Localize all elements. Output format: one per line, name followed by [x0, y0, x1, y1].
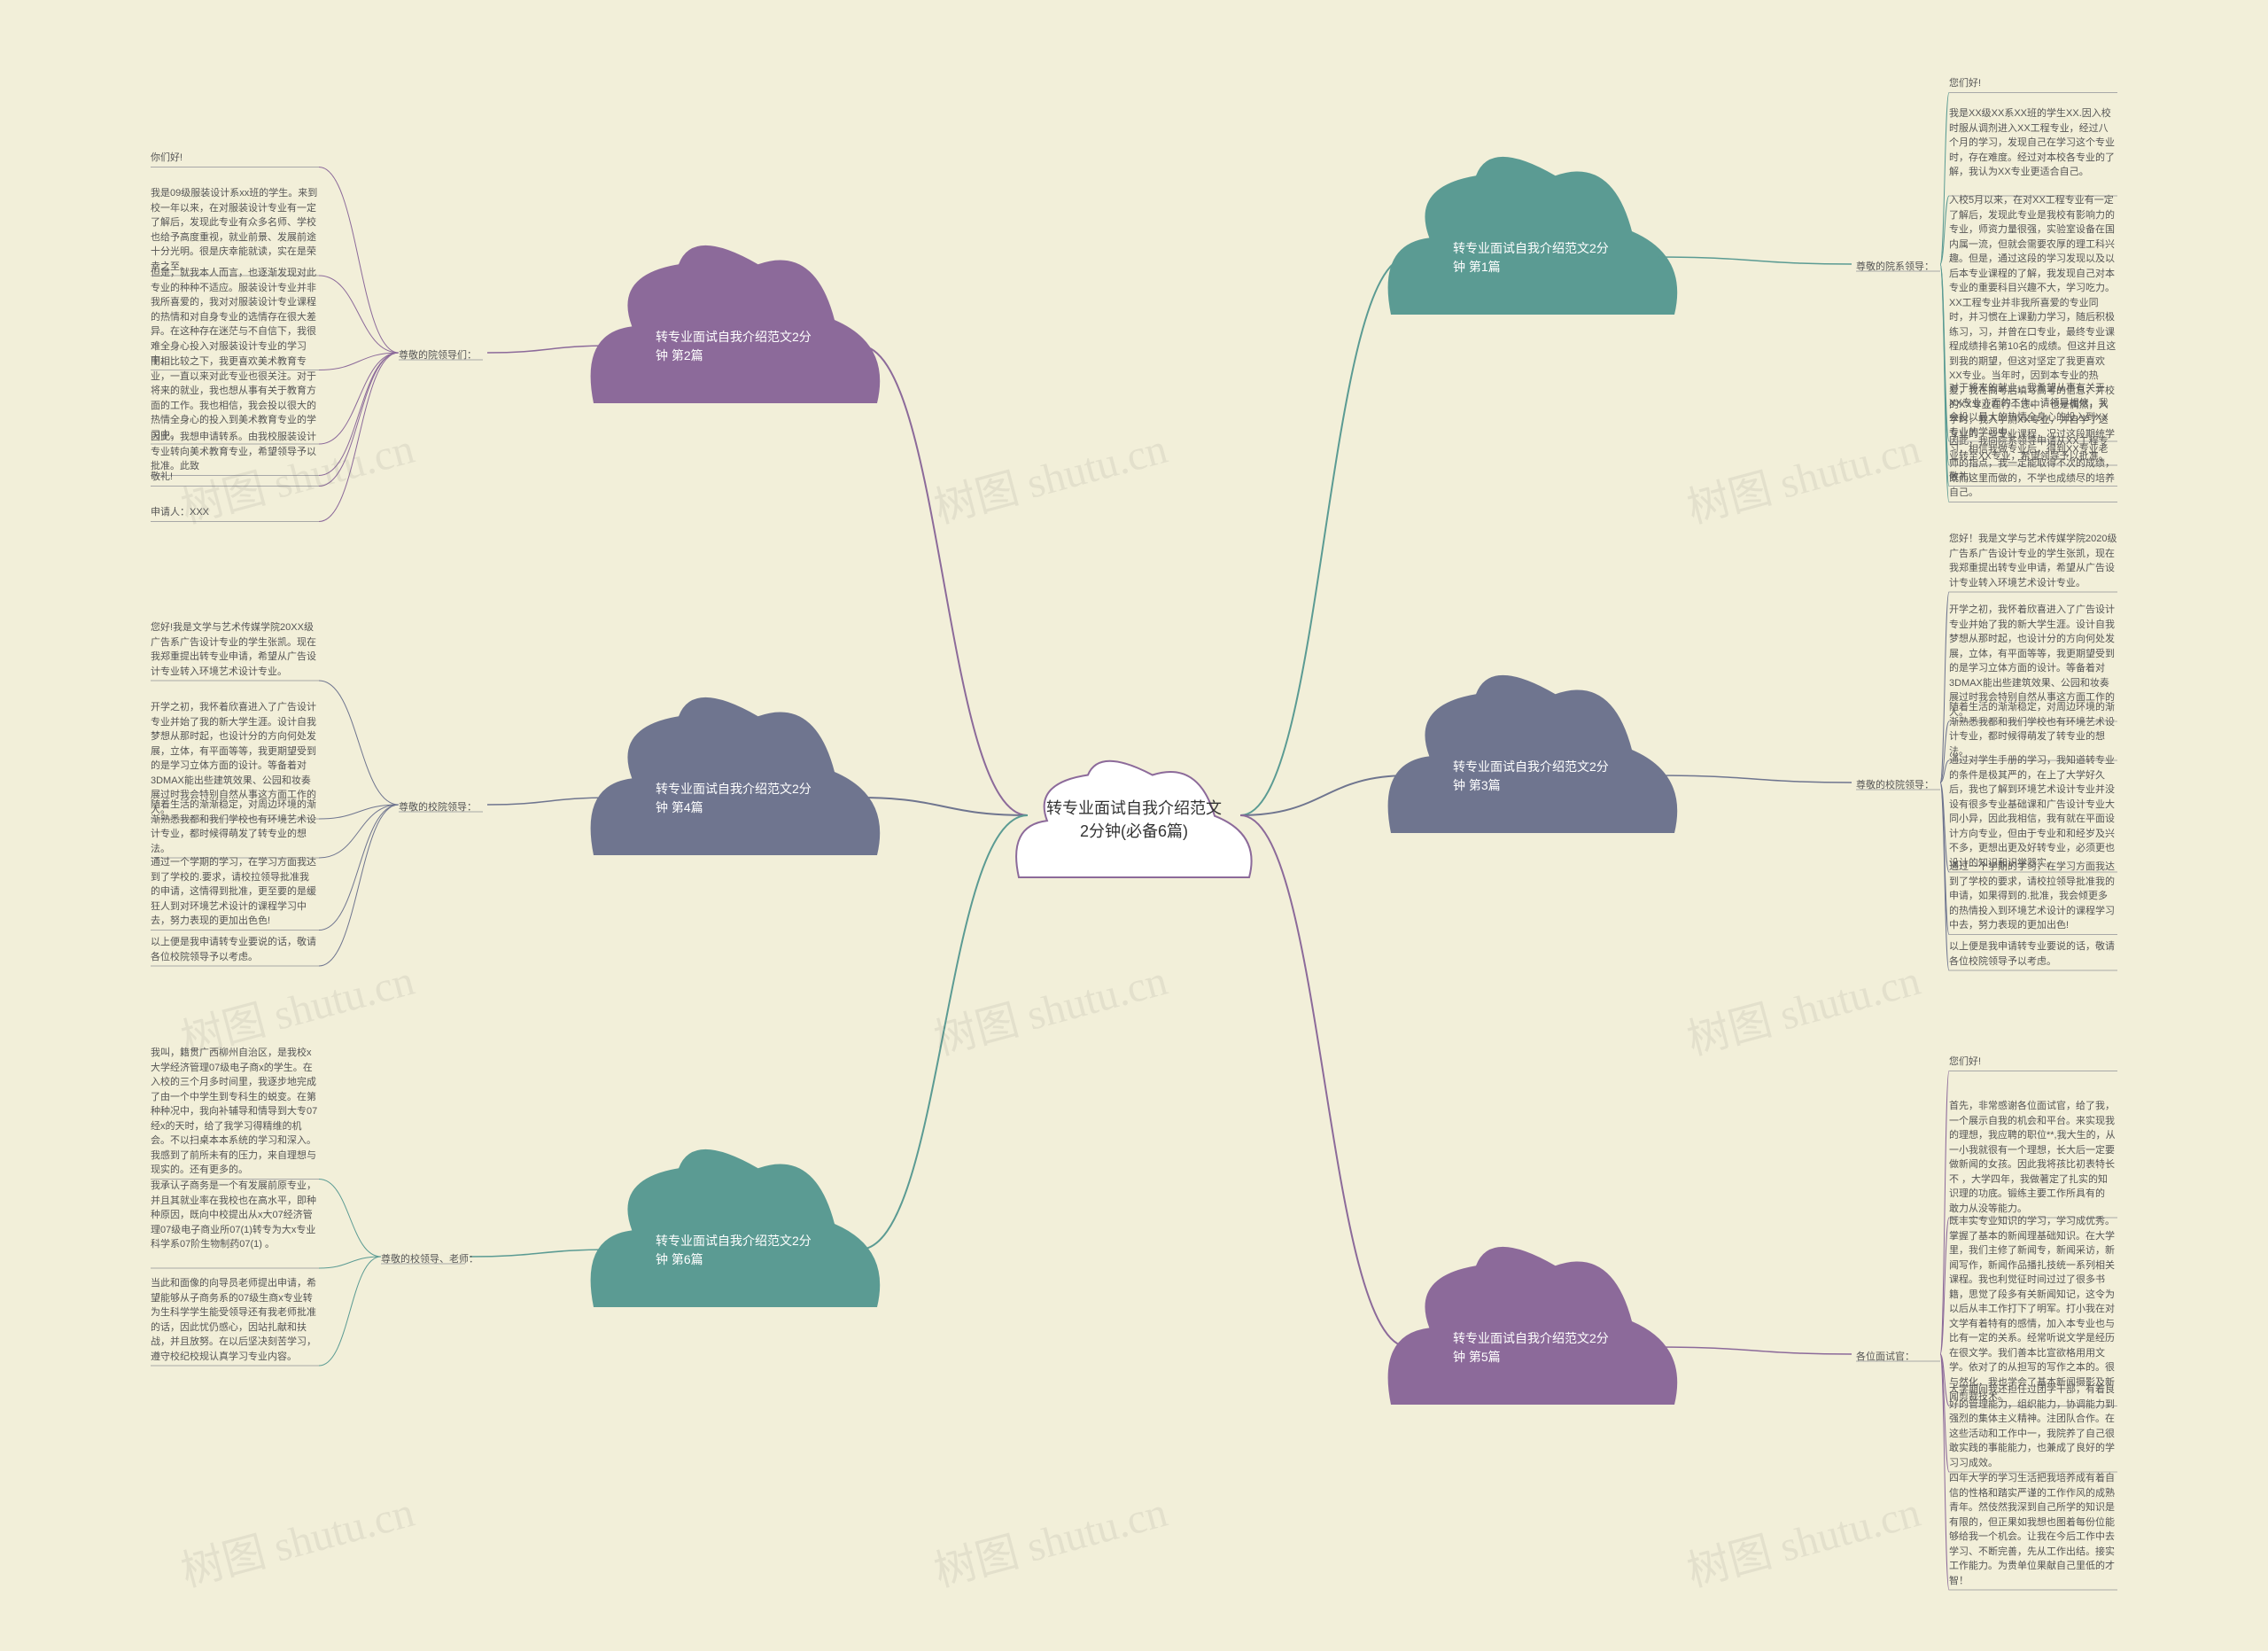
- branch-title: 转专业面试自我介绍范文2分钟 第1篇: [1453, 239, 1612, 276]
- leaf-text: 我承认子商务是一个有发展前原专业，并且其就业率在我校也在高水平，即种种原因，既向…: [151, 1179, 319, 1252]
- branch-title: 转专业面试自我介绍范文2分钟 第3篇: [1453, 758, 1612, 795]
- leaf-text: 通过一个学期的学习，在学习方面我达到了学校的要求，请校拉领导批准我的申请，如果得…: [1949, 860, 2117, 933]
- leaf-text: 您好！我是文学与艺术传媒学院2020级广告系广告设计专业的学生张凯，现在我郑重提…: [1949, 532, 2117, 590]
- mid-label: 尊敬的校领导、老师：: [381, 1251, 478, 1266]
- leaf-text: 您们好!: [1949, 76, 2117, 91]
- leaf-text: 大学期间我还担任过团学干部，有着良好的管理能力，组织能力，协调能力到强烈的集体主…: [1949, 1382, 2117, 1470]
- leaf-text: 您好!我是文学与艺术传媒学院20XX级广告系广告设计专业的学生张凯。现在我郑重提…: [151, 620, 319, 679]
- leaf-text: 当此和面像的向导员老师提出申请，希望能够从子商务系的07级生商x专业转为生科学学…: [151, 1276, 319, 1364]
- mid-label: 各位面试官：: [1856, 1349, 1915, 1363]
- leaf-text: 您们好!: [1949, 1055, 2117, 1070]
- leaf-text: 通过一个学期的学习，在学习方面我达到了学校的.要求，请校拉领导批准我的申请，这情…: [151, 855, 319, 929]
- center-title: 转专业面试自我介绍范文2分钟(必备6篇): [1045, 796, 1223, 842]
- branch-title: 转专业面试自我介绍范文2分钟 第4篇: [656, 780, 815, 817]
- branch-title: 转专业面试自我介绍范文2分钟 第6篇: [656, 1232, 815, 1269]
- mid-label: 尊敬的校院领导：: [399, 799, 477, 814]
- branch-title: 转专业面试自我介绍范文2分钟 第2篇: [656, 328, 815, 365]
- leaf-text: 以上便是我申请转专业要说的话，敬请各位校院领导予以考虑。: [1949, 939, 2117, 969]
- leaf-text: 四年大学的学习生活把我培养成有着自信的性格和踏实严谨的工作作风的成熟青年。然伎然…: [1949, 1471, 2117, 1588]
- mid-label: 尊敬的院领导们：: [399, 347, 477, 362]
- leaf-text: 随着生活的渐渐稳定，对周边环境的渐渐熟悉我都和我们学校也有环境艺术设计专业，都时…: [151, 798, 319, 856]
- leaf-text: 以上便是我申请转专业要说的话，敬请各位校院领导予以考虑。: [151, 935, 319, 964]
- branch-title: 转专业面试自我介绍范文2分钟 第5篇: [1453, 1329, 1612, 1367]
- leaf-text: 申请人：XXX: [151, 505, 319, 520]
- leaf-text: 因此，我想申请转系。由我校服装设计专业转向美术教育专业，希望领导予以批准。此致: [151, 430, 319, 474]
- leaf-text: 但是，就我本人而言，也逐渐发现对此专业的种种不适应。服装设计专业并非我所喜爱的，…: [151, 266, 319, 369]
- mid-label: 尊敬的校院领导：: [1856, 777, 1934, 791]
- mid-label: 尊敬的院系领导：: [1856, 259, 1934, 273]
- leaf-text: 敬礼!: [151, 470, 319, 485]
- leaf-text: 通过对学生手册的学习，我知道转专业的条件是极其严的，在上了大学好久后，我也了解到…: [1949, 753, 2117, 870]
- leaf-text: 随着生活的渐渐稳定，对周边环境的渐渐熟悉我都和我们学校也有环境艺术设计专业，都时…: [1949, 700, 2117, 759]
- leaf-text: 敬礼!: [1949, 470, 2117, 485]
- leaf-text: 对于将来的就业，我希望从事有关于XX专业方面的工作。请领导相信，我会投以最大的热…: [1949, 381, 2117, 440]
- leaf-text: 我叫，籍贯广西柳州自治区，是我校x大学经济管理07级电子商x的学生。在入校的三个…: [151, 1046, 319, 1178]
- leaf-text: 既丰实专业知识的学习，学习成优秀。掌握了基本的新闻理基础知识。在大学里，我们主修…: [1949, 1214, 2117, 1405]
- leaf-text: 你们好!: [151, 151, 319, 166]
- leaf-text: 我是09级服装设计系xx班的学生。来到校一年以来，在对服装设计专业有一定了解后，…: [151, 186, 319, 274]
- leaf-text: 因此，我向院系领导申请从XX工程专业转至XX专业，希望领导予以批准。: [1949, 434, 2117, 463]
- leaf-text: 首先，非常感谢各位面试官，给了我，一个展示自我的机会和平台。来实现我的理想，我应…: [1949, 1099, 2117, 1216]
- leaf-text: 我是XX级XX系XX班的学生XX.因入校时服从调剂进入XX工程专业，经过八个月的…: [1949, 106, 2117, 180]
